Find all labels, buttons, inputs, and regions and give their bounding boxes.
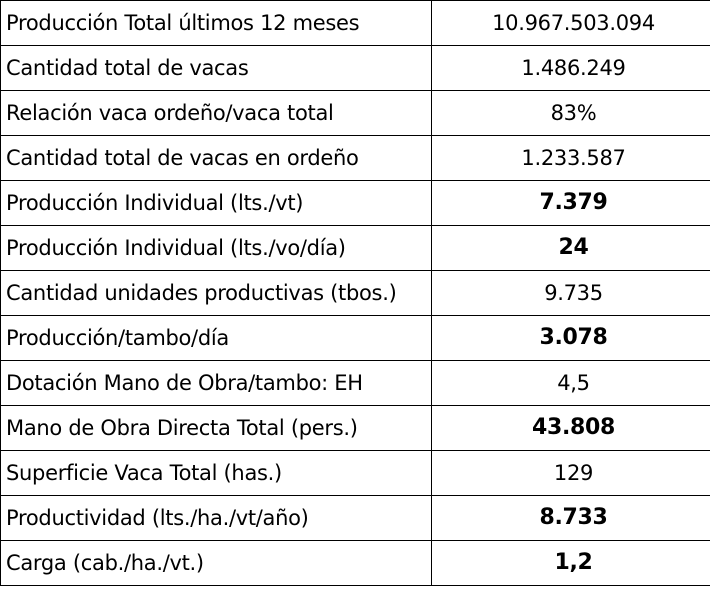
row-label: Mano de Obra Directa Total (pers.) [0,405,432,451]
row-label: Carga (cab./ha./vt.) [0,540,432,586]
table-row: Relación vaca ordeño/vaca total 83% [0,90,710,136]
table-row: Cantidad unidades productivas (tbos.) 9.… [0,270,710,316]
table-row: Dotación Mano de Obra/tambo: EH 4,5 [0,360,710,406]
row-value: 9.735 [431,270,710,316]
row-value: 1.486.249 [431,45,710,91]
row-label: Dotación Mano de Obra/tambo: EH [0,360,432,406]
row-value: 1.233.587 [431,135,710,181]
row-label: Cantidad total de vacas [0,45,432,91]
row-value: 8.733 [431,495,710,541]
row-value: 83% [431,90,710,136]
row-label: Cantidad total de vacas en ordeño [0,135,432,181]
row-label: Producción Individual (lts./vo/día) [0,225,432,271]
table-row: Cantidad total de vacas 1.486.249 [0,45,710,91]
row-value: 10.967.503.094 [431,0,710,46]
row-value: 3.078 [431,315,710,361]
row-value: 1,2 [431,540,710,586]
row-label: Producción Individual (lts./vt) [0,180,432,226]
table-row: Producción Total últimos 12 meses 10.967… [0,0,710,46]
row-label: Producción/tambo/día [0,315,432,361]
row-label: Producción Total últimos 12 meses [0,0,432,46]
table-row: Carga (cab./ha./vt.) 1,2 [0,540,710,586]
table-row: Producción Individual (lts./vt) 7.379 [0,180,710,226]
table-row: Mano de Obra Directa Total (pers.) 43.80… [0,405,710,451]
row-label: Relación vaca ordeño/vaca total [0,90,432,136]
row-label: Productividad (lts./ha./vt/año) [0,495,432,541]
row-label: Cantidad unidades productivas (tbos.) [0,270,432,316]
table-row: Productividad (lts./ha./vt/año) 8.733 [0,495,710,541]
row-value: 24 [431,225,710,271]
table-row: Producción/tambo/día 3.078 [0,315,710,361]
row-value: 4,5 [431,360,710,406]
table-row: Cantidad total de vacas en ordeño 1.233.… [0,135,710,181]
table-row: Superficie Vaca Total (has.) 129 [0,450,710,496]
row-label: Superficie Vaca Total (has.) [0,450,432,496]
row-value: 129 [431,450,710,496]
dairy-statistics-table: Producción Total últimos 12 meses 10.967… [0,0,710,586]
table-row: Producción Individual (lts./vo/día) 24 [0,225,710,271]
row-value: 43.808 [431,405,710,451]
row-value: 7.379 [431,180,710,226]
